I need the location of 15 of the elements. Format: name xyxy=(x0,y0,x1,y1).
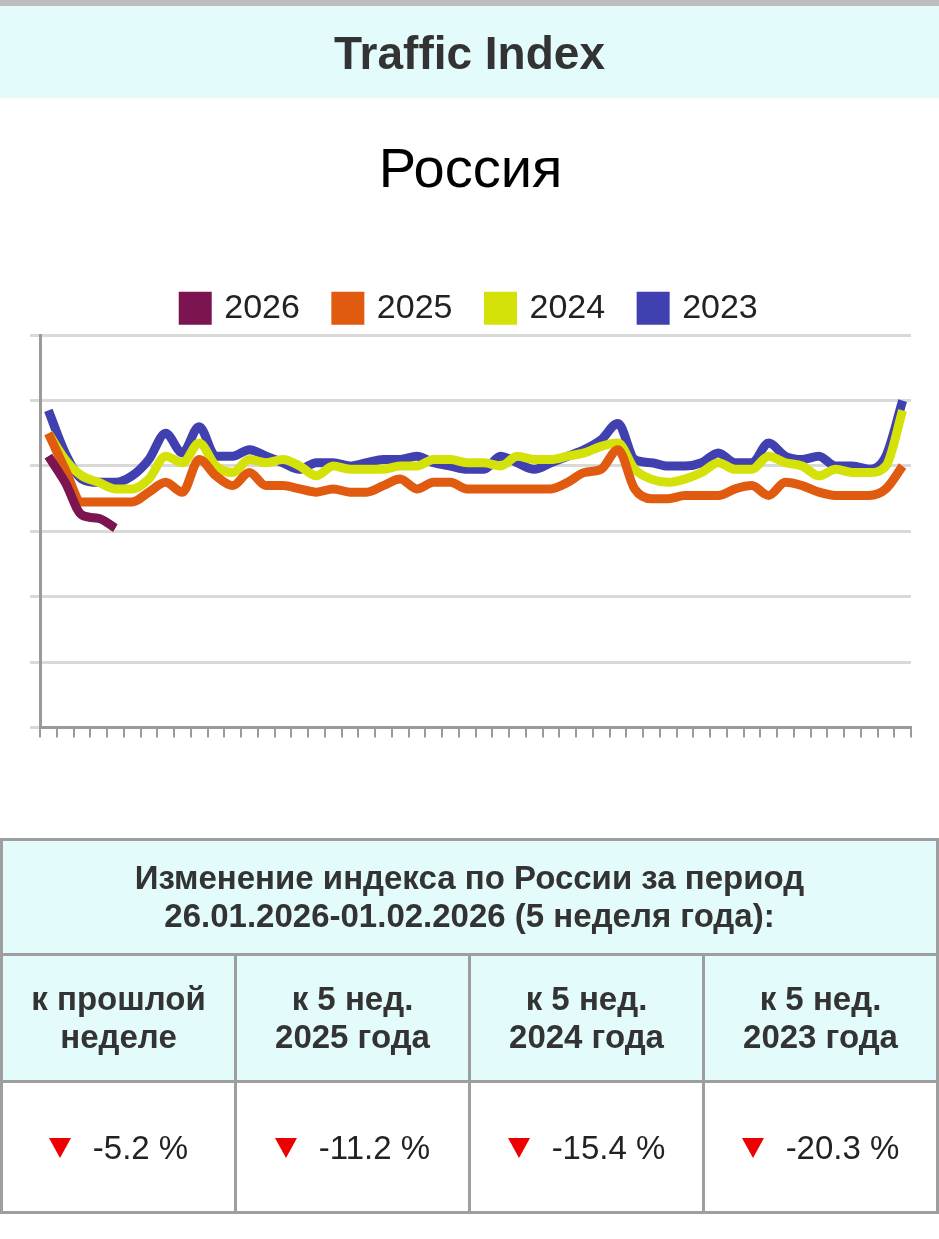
text: -11.2 % xyxy=(318,1128,431,1166)
text: -20.3 % xyxy=(785,1128,900,1166)
legend-label: 2025 xyxy=(376,286,453,325)
chart-subtitle: Россия xyxy=(378,136,563,200)
category-label: к 5 нед. 2025 года xyxy=(235,954,470,1082)
legend-label: 2026 xyxy=(224,286,300,325)
text: -5.2 % xyxy=(92,1128,189,1166)
category-label: к 5 нед. 2024 года xyxy=(469,954,704,1082)
legend-label: 2024 xyxy=(529,286,606,325)
category-label: к прошлой неделе xyxy=(1,954,236,1082)
category-label: к 5 нед. 2023 года xyxy=(703,954,938,1082)
text: Изменение индекса по России за период 26.01.2026-01.02.2026 (5 неделя года): xyxy=(1,839,938,955)
chart-title: Traffic Index xyxy=(0,0,939,98)
legend-label: 2023 xyxy=(682,286,758,325)
text: -15.4 % xyxy=(551,1128,666,1166)
